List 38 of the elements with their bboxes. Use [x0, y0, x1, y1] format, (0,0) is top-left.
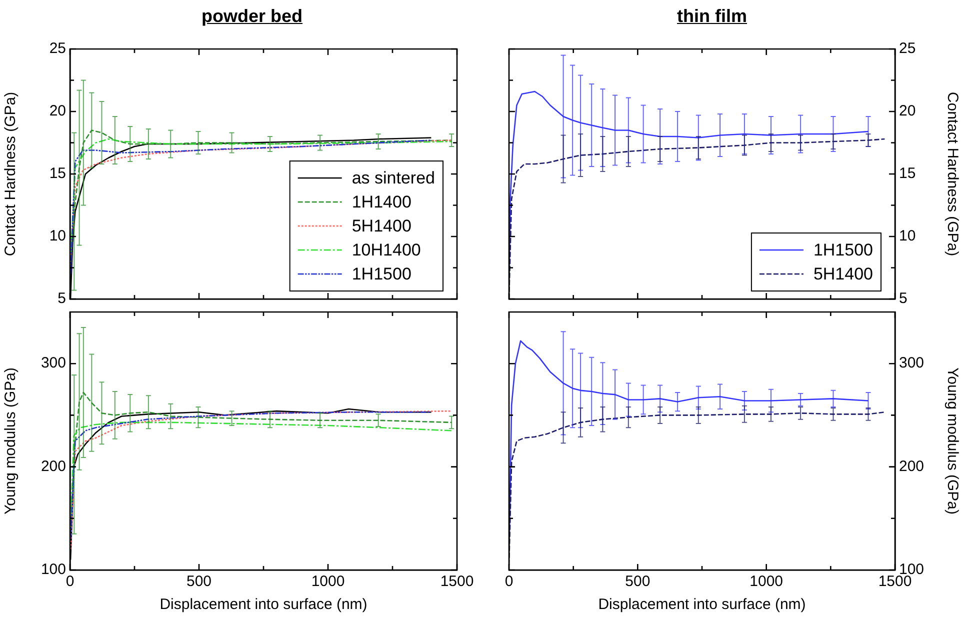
- y-tick-label: 5: [58, 290, 66, 308]
- x-axis-title: Displacement into surface (nm): [598, 596, 806, 614]
- y2-tick-label: 25: [899, 40, 916, 58]
- legend-label: 1H1500: [352, 264, 412, 284]
- y-tick-label: 200: [40, 458, 66, 475]
- y-tick-label: 10: [49, 228, 66, 245]
- y2-tick-label: 300: [899, 354, 924, 372]
- x-tick-label: 1500: [440, 573, 474, 590]
- y2-tick-label: 200: [899, 458, 924, 475]
- legend-label: 5H1400: [352, 216, 412, 236]
- y-tick-label: 25: [49, 40, 66, 58]
- x-tick-label: 1000: [311, 573, 345, 590]
- x-tick-label: 0: [66, 573, 74, 590]
- x-tick-label: 1000: [750, 573, 784, 590]
- y2-axis-title: Young modulus (GPa): [944, 367, 961, 515]
- y2-tick-label: 15: [899, 165, 916, 182]
- y2-tick-label: 5: [899, 290, 908, 308]
- y-tick-label: 100: [40, 561, 66, 578]
- legend-label: 1H1400: [352, 192, 412, 212]
- y-axis-title: Young modulus (GPa): [2, 367, 20, 515]
- y-tick-label: 15: [49, 165, 66, 182]
- x-tick-label: 500: [625, 573, 650, 590]
- chart-title: thin film: [677, 6, 747, 27]
- legend-label: 10H1400: [352, 240, 421, 260]
- y2-axis-title: Contact Hardness (GPa): [944, 92, 961, 256]
- x-tick-label: 0: [504, 573, 514, 590]
- chart-title: powder bed: [201, 6, 303, 27]
- y2-tick-label: 20: [899, 102, 916, 120]
- x-axis-title: Displacement into surface (nm): [160, 596, 368, 614]
- y-tick-label: 300: [40, 354, 66, 372]
- y2-tick-label: 10: [899, 228, 916, 245]
- x-tick-label: 500: [186, 573, 212, 590]
- y-axis-title: Contact Hardness (GPa): [2, 92, 20, 256]
- legend-label: 5H1400: [813, 264, 874, 284]
- y-tick-label: 20: [49, 102, 66, 120]
- legend-label: 1H1500: [813, 240, 874, 260]
- line-series: [70, 422, 452, 530]
- legend-label: as sintered: [352, 168, 436, 188]
